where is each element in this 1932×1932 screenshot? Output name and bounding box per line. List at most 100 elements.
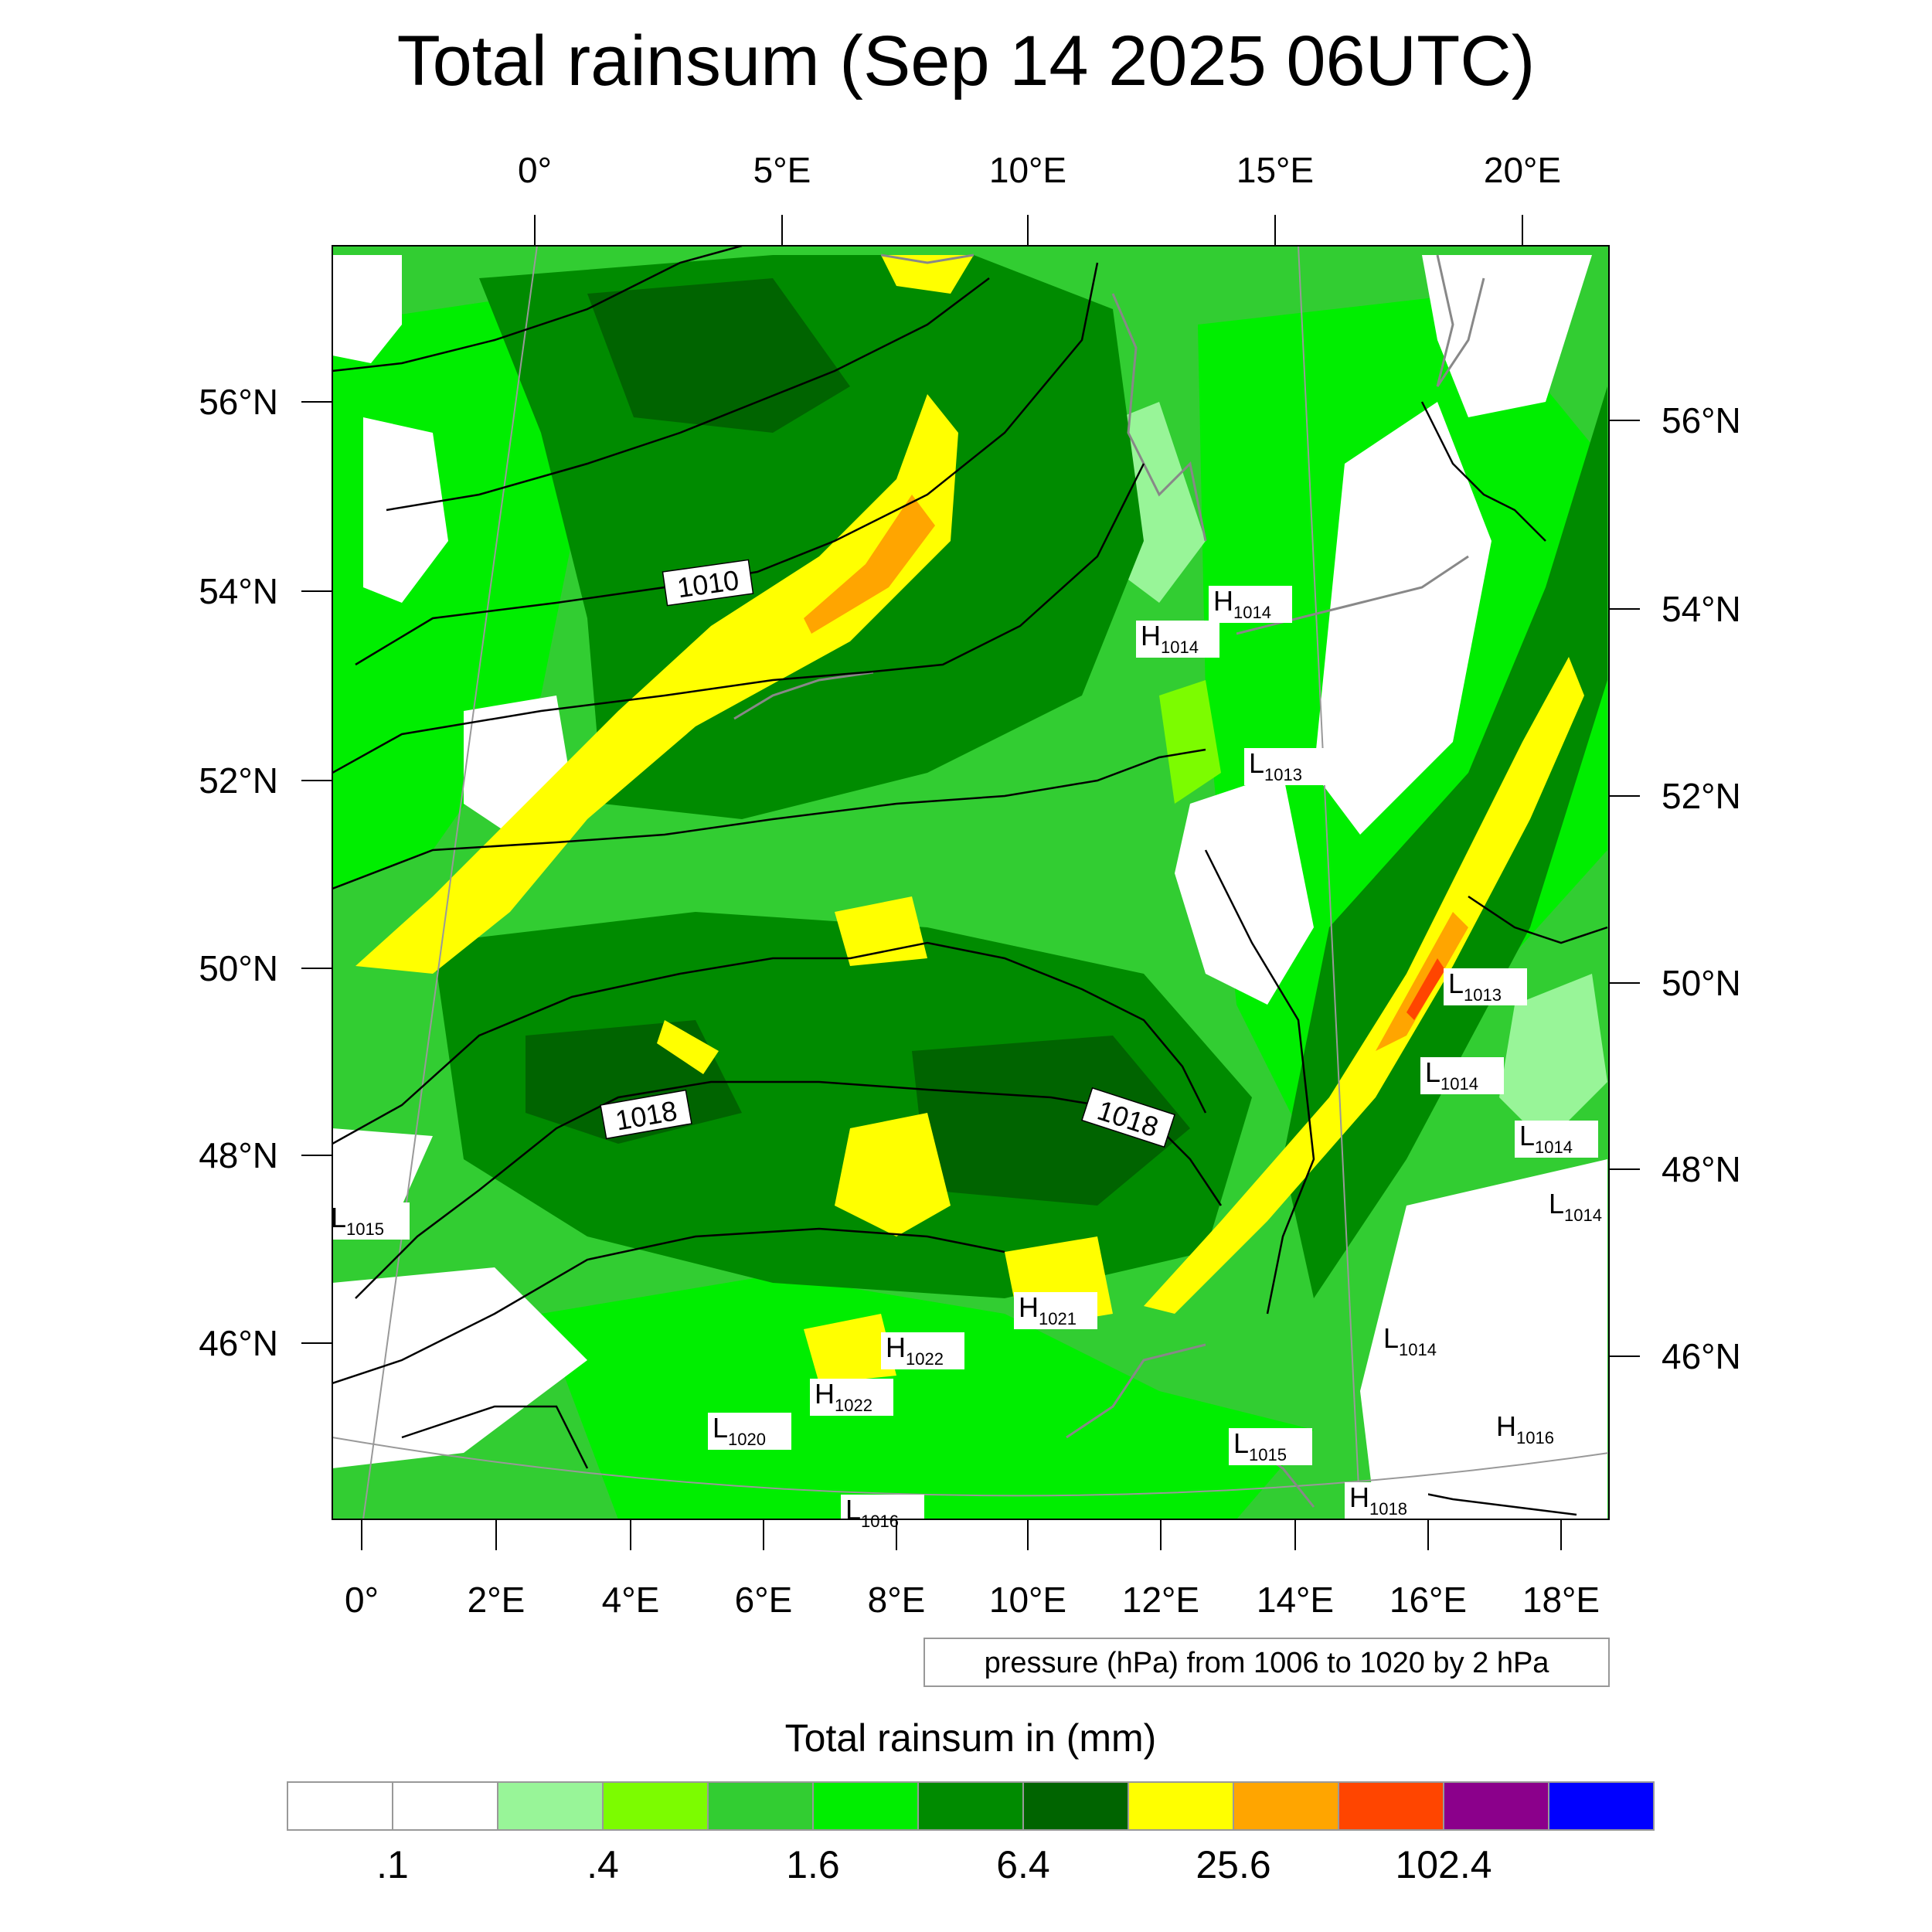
right-lat-label: 52°N [1662,776,1741,816]
colorbar-swatch [287,1781,393,1831]
isobar-east-3 [1468,895,1608,944]
isobar-1 [332,246,743,372]
coastline-sweden [1436,254,1485,387]
pressure-center: H1022 [881,1332,964,1369]
contour-label-1010: 1010 [662,559,754,607]
pressure-center: H1022 [810,1378,893,1416]
precip-orange-band-east [1376,912,1468,1051]
left-lat-label: 46°N [199,1323,278,1363]
svg-text:L1014: L1014 [1383,1322,1437,1359]
colorbar-tick-label: .1 [376,1843,409,1886]
pressure-center: L1014 [1420,1056,1504,1094]
bottom-lon-label: 4°E [602,1580,660,1620]
bottom-lon-label: 14°E [1257,1580,1334,1620]
precip-field [332,246,1609,1519]
top-lon-label: 0° [518,150,552,190]
pressure-center: H1016 [1496,1410,1554,1447]
right-lat-label: 54°N [1662,589,1741,629]
pressure-center: L1014 [1544,1188,1606,1226]
pressure-center: L1014 [1379,1322,1462,1360]
colorbar-swatch [497,1781,604,1831]
precip-white-france [332,1267,587,1468]
colorbar-swatch [1338,1781,1444,1831]
colorbar-tick-label: 102.4 [1395,1843,1492,1886]
colorbar-swatch [707,1781,814,1831]
pressure-center: L1013 [1444,968,1527,1005]
map-title: Total rainsum (Sep 14 2025 06UTC) [397,22,1536,100]
pressure-center: H1014 [1136,620,1219,658]
pressure-center: H1018 [1345,1481,1428,1519]
svg-text:L1013: L1013 [1249,747,1302,784]
svg-text:L1013: L1013 [1448,968,1502,1005]
right-lat-label: 56°N [1662,400,1741,440]
precip-yellow-patch-6 [881,255,974,294]
isobar-south-1 [332,1227,1005,1385]
pressure-center: H1014 [1209,585,1292,623]
left-lat-label: 54°N [199,571,278,611]
colorbar-tick-label: 6.4 [996,1843,1050,1886]
precip-red-band-east [1406,958,1445,1020]
precip-yellow-band-north [355,394,958,974]
isobar-3 [355,262,1099,666]
svg-text:L1014: L1014 [1549,1188,1602,1225]
pressure-center: H1021 [1014,1291,1097,1329]
colorbar-title: Total rainsum in (mm) [785,1716,1157,1760]
svg-text:H1021: H1021 [1019,1291,1077,1328]
svg-text:H1014: H1014 [1213,585,1271,622]
pressure-center: L1013 [1244,747,1328,785]
right-lat-labels: 56°N 54°N 52°N 50°N 48°N 46°N [1662,400,1741,1376]
left-lat-label: 50°N [199,948,278,988]
left-lat-label: 52°N [199,760,278,801]
left-lat-labels: 56°N 54°N 52°N 50°N 48°N 46°N [199,382,278,1363]
precip-white-central [1175,773,1314,1005]
colorbar-tick-label: .4 [587,1843,619,1886]
precip-yellow-patch-4 [804,1314,896,1383]
bottom-lon-label: 2°E [468,1580,526,1620]
precip-white-scandi [363,417,448,603]
colorbar [287,1781,1655,1831]
right-lat-label: 50°N [1662,963,1741,1003]
precip-yellow-patch-5 [657,1020,719,1074]
bottom-lon-labels: 0° 2°E 4°E 6°E 8°E 10°E 12°E 14°E 16°E 1… [345,1580,1600,1620]
svg-text:L1015: L1015 [331,1202,384,1239]
precip-deepgreen-1 [587,278,850,433]
pressure-center: L1015 [1229,1427,1312,1465]
pressure-center: L1015 [326,1202,410,1240]
isobar-east-1 [1204,849,1315,1315]
pressure-note-text: pressure (hPa) from 1006 to 1020 by 2 hP… [985,1647,1550,1679]
colorbar-swatch [1548,1781,1655,1831]
svg-text:L1020: L1020 [713,1412,766,1449]
right-lat-label: 46°N [1662,1336,1741,1376]
svg-text:L1016: L1016 [845,1494,899,1531]
colorbar-swatch [1443,1781,1549,1831]
bottom-lon-label: 0° [345,1580,379,1620]
precip-brightgreen-south [541,1275,1314,1519]
coastline-dutch [733,671,874,720]
left-lat-label: 48°N [199,1135,278,1175]
graticule-meridian-20 [1298,246,1361,1519]
svg-text:H1022: H1022 [815,1378,872,1415]
precip-darkgreen-central [433,912,1252,1298]
top-lon-labels: 0° 5°E 10°E 15°E 20°E [518,150,1561,190]
precip-yellow-patch-3 [835,896,927,966]
isobar-5 [332,748,1206,890]
pressure-centers: H1014 H1014 L1013 L1013 L1014 L1014 L101… [326,585,1606,1532]
svg-text:H1018: H1018 [1349,1481,1407,1519]
precip-white-baltic [1422,255,1592,417]
bottom-lon-label: 6°E [735,1580,793,1620]
isobar-2 [386,277,990,512]
colorbar-swatch [392,1781,498,1831]
isobar-east-2 [1420,401,1546,542]
colorbar-tick-label: 25.6 [1196,1843,1270,1886]
coastline-baltic [1236,555,1469,635]
svg-text:H1016: H1016 [1496,1410,1554,1447]
coastline-adriatic [1066,1343,1206,1439]
top-lon-label: 20°E [1484,150,1561,190]
isobar-4 [332,463,1145,774]
isobar-1018-a [332,941,1207,1145]
precip-white-poland [1314,402,1492,835]
pressure-center: L1020 [708,1412,791,1450]
graticule [332,246,1609,1519]
colorbar-tick-labels: .1 .4 1.6 6.4 25.6 102.4 [376,1843,1492,1886]
